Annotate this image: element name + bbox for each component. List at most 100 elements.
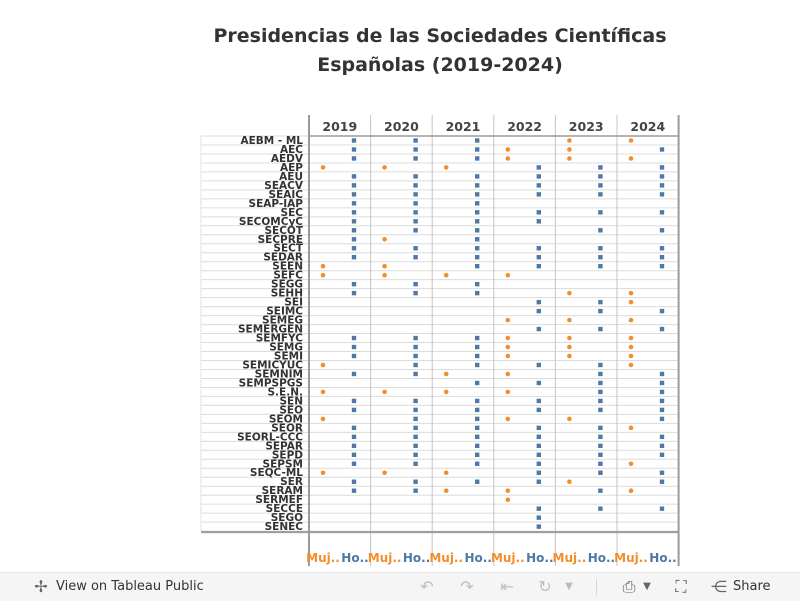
mark-hombre <box>413 183 418 188</box>
mark-hombre <box>413 416 418 422</box>
mark-hombre <box>598 389 603 395</box>
mark-hombre <box>475 174 480 179</box>
mark-hombre <box>598 452 603 457</box>
download-icon[interactable]: ⎙ <box>622 577 636 596</box>
subheader-hombre: Ho.. <box>649 551 676 565</box>
mark-hombre <box>413 452 418 457</box>
mark-hombre <box>598 407 603 413</box>
mark-hombre <box>598 506 603 511</box>
society-label: AEU <box>279 171 303 183</box>
year-header-2022: 2022 <box>507 119 542 134</box>
download-dropdown-icon[interactable]: ▼ <box>643 581 651 592</box>
mark-hombre <box>413 425 418 431</box>
mark-mujer <box>320 416 326 422</box>
mark-hombre <box>536 299 541 305</box>
mark-hombre <box>351 407 357 413</box>
mark-hombre <box>413 210 418 215</box>
mark-mujer <box>443 488 449 494</box>
mark-hombre <box>659 246 665 251</box>
mark-hombre <box>475 219 480 224</box>
mark-mujer <box>382 272 387 278</box>
mark-hombre <box>351 201 357 206</box>
view-on-tableau-link[interactable]: View on Tableau Public <box>56 579 204 594</box>
mark-hombre <box>413 138 418 143</box>
mark-hombre <box>659 389 665 395</box>
society-label: SERAM <box>262 485 303 497</box>
mark-hombre <box>659 183 665 188</box>
mark-hombre <box>475 138 480 143</box>
society-label: SEMG <box>269 342 303 354</box>
mark-hombre <box>659 210 665 215</box>
mark-hombre <box>536 380 541 386</box>
mark-mujer <box>505 488 511 494</box>
society-label: SEMERGEN <box>238 324 303 336</box>
mark-mujer <box>505 272 511 278</box>
mark-hombre <box>659 255 665 260</box>
society-label: SEEN <box>272 261 303 273</box>
tableau-logo-icon[interactable]: ✢ <box>34 577 48 596</box>
society-label: SEPSM <box>263 458 303 470</box>
mark-mujer <box>505 156 511 161</box>
mark-hombre <box>598 425 603 431</box>
revert-icon[interactable]: ⇤ <box>500 577 514 596</box>
society-label: SEHH <box>271 288 303 300</box>
society-label: SEI <box>284 297 303 309</box>
mark-hombre <box>659 308 665 314</box>
subheader-hombre: Ho.. <box>403 551 430 565</box>
society-label: SERMEF <box>255 494 303 506</box>
mark-hombre <box>475 264 480 269</box>
mark-hombre <box>536 264 541 269</box>
mark-mujer <box>567 479 572 485</box>
share-icon[interactable]: ⋲ <box>711 577 727 596</box>
society-label: AEBM - ML <box>240 135 303 147</box>
mark-hombre <box>536 515 541 520</box>
mark-hombre <box>598 308 603 314</box>
mark-hombre <box>598 255 603 260</box>
society-label: SECT <box>273 243 303 255</box>
society-label: SEO <box>279 404 303 416</box>
mark-hombre <box>598 488 603 493</box>
mark-hombre <box>598 192 603 197</box>
mark-hombre <box>659 192 665 197</box>
subheader-mujer: Muj.. <box>614 551 648 565</box>
mark-hombre <box>351 371 357 377</box>
society-label: S.E.N. <box>268 386 304 398</box>
refresh-dropdown-icon[interactable]: ▼ <box>565 581 573 592</box>
subheader-mujer: Muj.. <box>429 551 463 565</box>
mark-mujer <box>628 488 634 494</box>
mark-hombre <box>659 506 665 511</box>
subheader-hombre: Ho.. <box>464 551 491 565</box>
refresh-icon[interactable]: ↻ <box>538 577 552 596</box>
undo-icon[interactable]: ↶ <box>420 577 434 596</box>
mark-hombre <box>598 174 603 179</box>
mark-mujer <box>505 317 511 323</box>
mark-hombre <box>475 443 480 449</box>
mark-hombre <box>413 255 418 260</box>
mark-mujer <box>320 362 326 368</box>
redo-icon[interactable]: ↷ <box>460 577 474 596</box>
mark-hombre <box>598 264 603 269</box>
mark-hombre <box>598 371 603 377</box>
mark-hombre <box>413 192 418 197</box>
society-label: SEMICYUC <box>242 359 303 371</box>
mark-hombre <box>475 246 480 251</box>
mark-mujer <box>320 272 326 278</box>
mark-mujer <box>382 165 387 170</box>
fullscreen-icon[interactable]: ⛶ <box>675 577 687 596</box>
mark-mujer <box>567 353 572 359</box>
subheader-hombre: Ho.. <box>588 551 615 565</box>
mark-hombre <box>351 461 357 466</box>
mark-hombre <box>413 335 418 341</box>
society-label: SEIMC <box>266 306 303 318</box>
mark-hombre <box>536 443 541 449</box>
year-header-2019: 2019 <box>322 119 357 134</box>
share-button[interactable]: Share <box>733 579 771 594</box>
mark-hombre <box>351 398 357 404</box>
mark-hombre <box>536 461 541 466</box>
society-label: SENEC <box>265 521 304 533</box>
mark-hombre <box>413 362 418 368</box>
mark-hombre <box>598 246 603 251</box>
mark-hombre <box>598 398 603 404</box>
mark-hombre <box>536 246 541 251</box>
mark-mujer <box>628 461 634 467</box>
